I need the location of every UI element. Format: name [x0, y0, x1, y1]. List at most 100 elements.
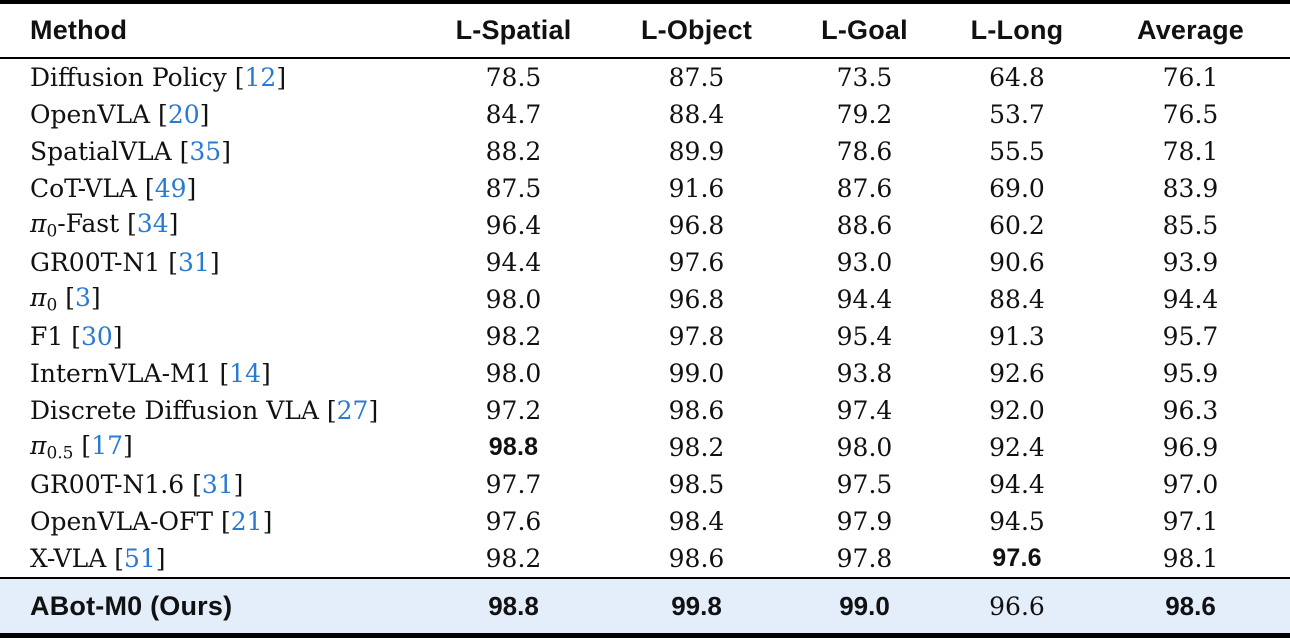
value-cell: 95.7 [1162, 322, 1219, 351]
value-cell: 88.2 [485, 137, 542, 166]
method-cell: π0-Fast [34] [30, 209, 179, 242]
value-cell: 97.6 [485, 507, 542, 536]
value-cell: 97.6 [668, 248, 725, 277]
value-cell: 73.5 [836, 63, 893, 92]
value-cell: 69.0 [989, 174, 1045, 203]
value-cell: 76.5 [1162, 100, 1219, 129]
citation-link[interactable]: 30 [80, 322, 113, 351]
method-name-part: -Fast [57, 209, 120, 239]
value-cell: 97.2 [485, 396, 542, 425]
method-cell: π0.5 [17] [30, 431, 133, 464]
method-name-part: 0 [46, 295, 58, 316]
value-cell: 83.9 [1162, 174, 1219, 203]
value-cell: 97.0 [1162, 470, 1219, 499]
method-cell: π0 [3] [30, 283, 101, 316]
citation-link[interactable]: 51 [123, 544, 156, 573]
citation-link[interactable]: 17 [91, 431, 123, 461]
method-cell: X-VLA [51] [30, 544, 166, 573]
value-cell: 94.4 [989, 470, 1045, 499]
column-header-average: Average [1091, 2, 1290, 59]
value-cell: 96.4 [485, 211, 542, 240]
method-cell: Diffusion Policy [12] [30, 63, 287, 92]
table-row: GR00T-N1 [31] 94.4 97.6 93.0 90.6 93.9 [0, 244, 1290, 281]
ours-value-l-object: 99.8 [607, 577, 786, 636]
table-row: F1 [30] 98.2 97.8 95.4 91.3 95.7 [0, 318, 1290, 355]
value-cell: 93.8 [836, 359, 893, 388]
method-cell: Discrete Diffusion VLA [27] [30, 396, 379, 425]
value-cell: 98.8 [488, 433, 539, 461]
value-cell: 88.4 [989, 285, 1045, 314]
value-cell: 95.4 [836, 322, 893, 351]
table-row: OpenVLA [20] 84.7 88.4 79.2 53.7 76.5 [0, 96, 1290, 133]
value-cell: 92.0 [989, 396, 1045, 425]
value-cell: 98.0 [485, 285, 542, 314]
ours-value-l-spatial: 98.8 [420, 577, 607, 636]
citation-link[interactable]: 35 [189, 137, 222, 166]
value-cell: 93.9 [1162, 248, 1219, 277]
value-cell: 98.0 [836, 433, 893, 462]
table-row: SpatialVLA [35] 88.2 89.9 78.6 55.5 78.1 [0, 133, 1290, 170]
citation-link[interactable]: 20 [167, 100, 200, 129]
method-cell: OpenVLA [20] [30, 100, 210, 129]
value-cell: 97.7 [485, 470, 542, 499]
method-name-part: OpenVLA [30, 100, 151, 129]
method-cell: SpatialVLA [35] [30, 137, 231, 166]
value-cell: 98.2 [485, 322, 542, 351]
table-row: OpenVLA-OFT [21] 97.6 98.4 97.9 94.5 97.1 [0, 503, 1290, 540]
value-cell: 98.5 [668, 470, 725, 499]
citation-link[interactable]: 31 [178, 248, 210, 277]
value-cell: 98.2 [668, 433, 725, 462]
value-cell: 98.6 [668, 396, 725, 425]
value-cell: 94.4 [1162, 285, 1219, 314]
value-cell: 89.9 [668, 137, 725, 166]
value-cell: 93.0 [836, 248, 893, 277]
value-cell: 91.6 [668, 174, 725, 203]
table-row: X-VLA [51] 98.2 98.6 97.8 97.6 98.1 [0, 540, 1290, 578]
method-name-part: 0.5 [46, 443, 74, 464]
citation-link[interactable]: 31 [201, 470, 234, 499]
method-name-part: InternVLA-M1 [30, 359, 212, 388]
value-cell: 98.1 [1162, 544, 1219, 573]
ours-highlight-row: ABot-M0 (Ours) 98.8 99.8 99.0 96.6 98.6 [0, 577, 1290, 636]
value-cell: 98.0 [485, 359, 542, 388]
citation-link[interactable]: 49 [154, 174, 187, 203]
value-cell: 98.6 [668, 544, 725, 573]
method-cell: OpenVLA-OFT [21] [30, 507, 273, 536]
value-cell: 97.5 [836, 470, 893, 499]
method-cell: GR00T-N1.6 [31] [30, 470, 244, 499]
citation-link[interactable]: 12 [244, 63, 277, 92]
table-row: Diffusion Policy [12] 78.5 87.5 73.5 64.8 76.… [0, 58, 1290, 96]
method-name-part: CoT-VLA [30, 174, 137, 203]
method-name-part: X-VLA [30, 544, 107, 573]
value-cell: 79.2 [836, 100, 893, 129]
value-cell: 87.5 [668, 63, 725, 92]
citation-link[interactable]: 14 [229, 359, 262, 388]
value-cell: 87.6 [836, 174, 893, 203]
value-cell: 96.3 [1162, 396, 1219, 425]
value-cell: 88.6 [836, 211, 893, 240]
value-cell: 97.9 [836, 507, 893, 536]
method-name-part: Discrete Diffusion VLA [30, 396, 319, 425]
citation-link[interactable]: 34 [136, 209, 169, 239]
method-name-part: GR00T-N1 [30, 248, 161, 277]
method-name-part: SpatialVLA [30, 137, 172, 166]
method-cell: F1 [30] [30, 322, 123, 351]
method-name-part: GR00T-N1.6 [30, 470, 185, 499]
table-row: π0.5 [17] 98.8 98.2 98.0 92.4 96.9 [0, 429, 1290, 466]
column-header-method: Method [0, 2, 420, 59]
citation-link[interactable]: 3 [74, 283, 91, 313]
value-cell: 87.5 [485, 174, 542, 203]
value-cell: 85.5 [1162, 211, 1219, 240]
value-cell: 92.6 [989, 359, 1045, 388]
table-row: CoT-VLA [49] 87.5 91.6 87.6 69.0 83.9 [0, 170, 1290, 207]
method-name-part: π [30, 431, 47, 461]
citation-link[interactable]: 21 [230, 507, 263, 536]
citation-link[interactable]: 27 [336, 396, 369, 425]
method-name-part: Diffusion Policy [30, 63, 227, 92]
value-cell: 64.8 [989, 63, 1045, 92]
value-cell: 78.5 [485, 63, 542, 92]
value-cell: 94.4 [836, 285, 893, 314]
value-cell: 98.4 [668, 507, 725, 536]
